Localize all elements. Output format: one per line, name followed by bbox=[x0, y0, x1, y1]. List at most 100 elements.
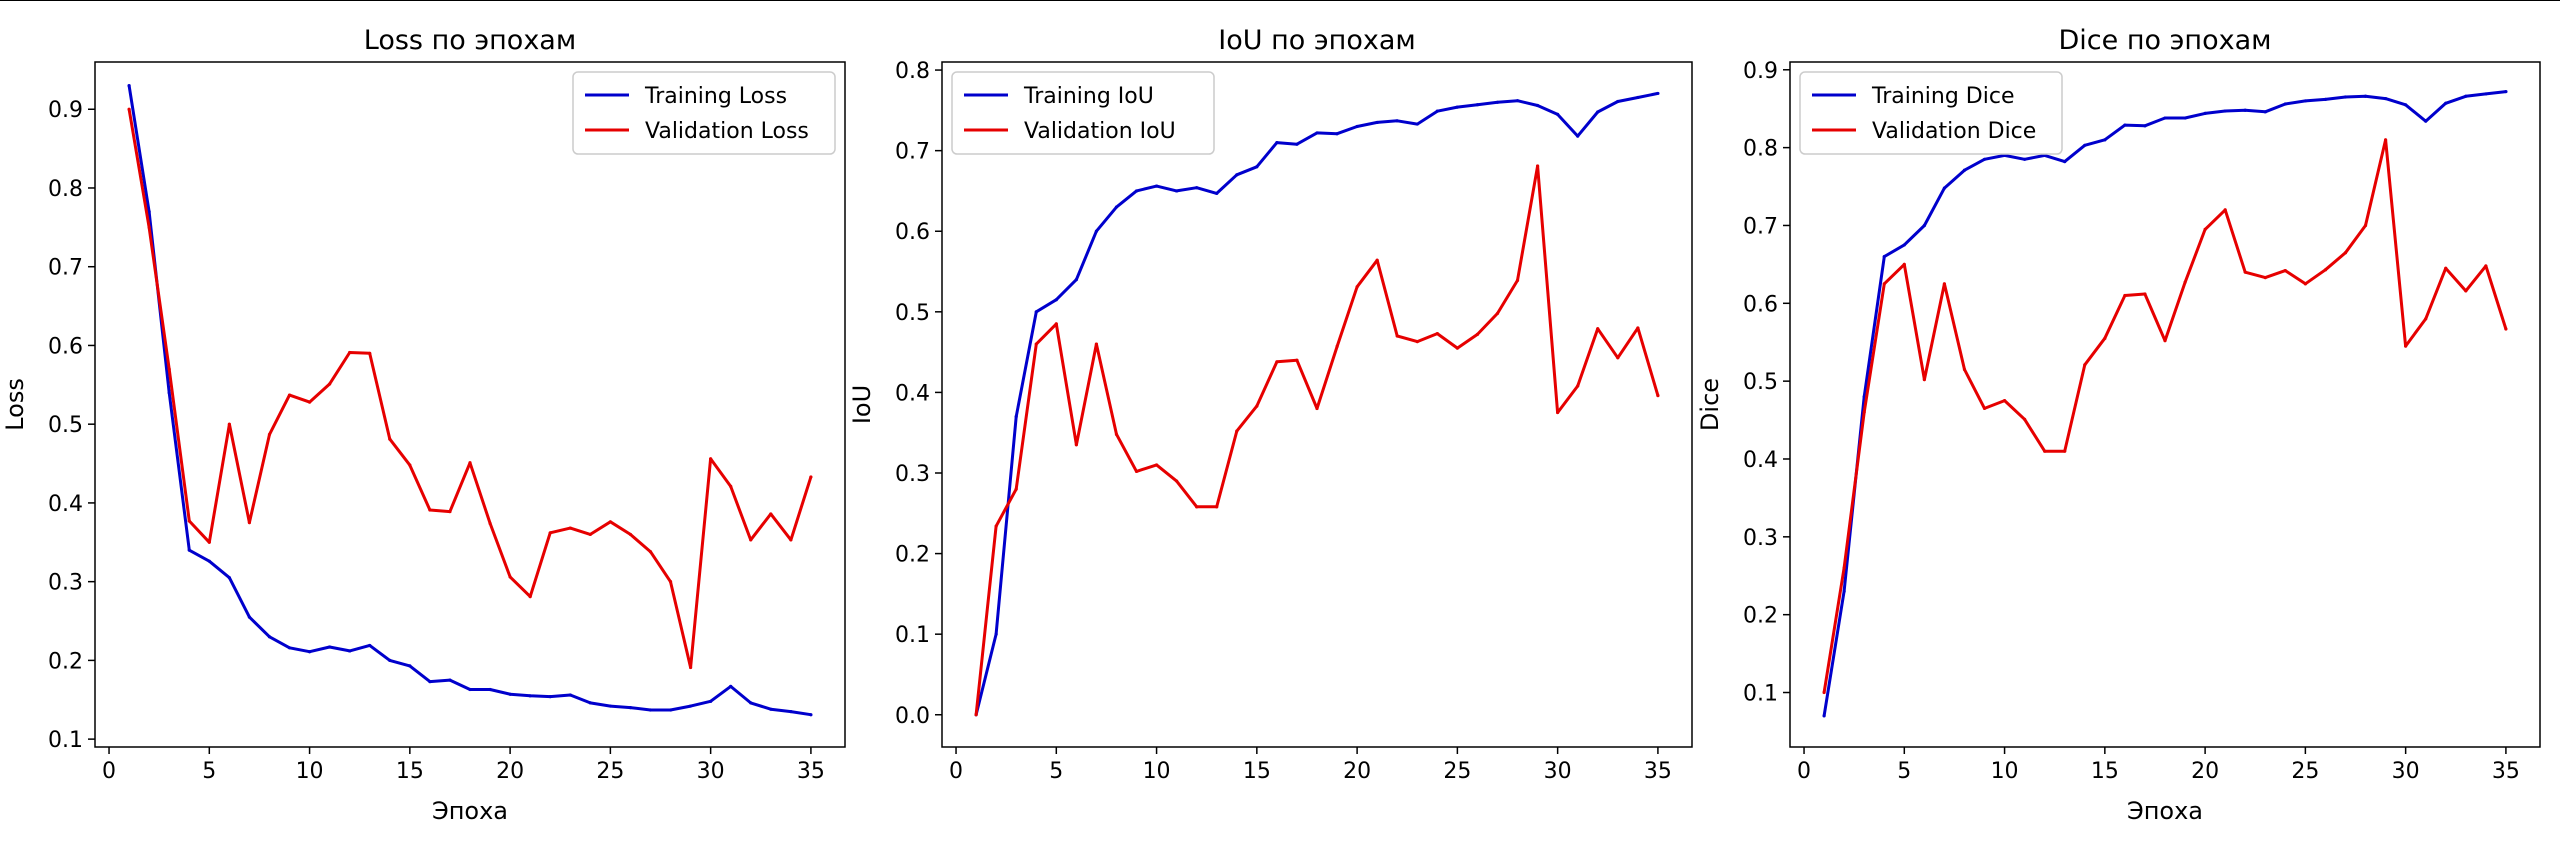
data-point bbox=[2043, 449, 2047, 453]
data-point bbox=[994, 632, 998, 636]
x-tick-label: 25 bbox=[596, 759, 624, 784]
data-point bbox=[668, 708, 673, 712]
x-tick-label: 35 bbox=[2492, 759, 2520, 784]
data-point bbox=[127, 84, 131, 88]
data-point bbox=[628, 706, 633, 710]
y-tick-label: 0.1 bbox=[895, 623, 930, 648]
data-point bbox=[1114, 432, 1119, 436]
data-point bbox=[2464, 94, 2468, 98]
data-point bbox=[448, 509, 452, 514]
legend-entry: Validation Dice bbox=[1872, 119, 2036, 144]
data-point bbox=[2404, 103, 2408, 107]
data-point bbox=[1134, 469, 1139, 473]
legend-entry: Training Loss bbox=[644, 84, 787, 109]
data-point bbox=[994, 524, 998, 528]
data-point bbox=[2143, 124, 2147, 128]
data-point bbox=[668, 580, 673, 584]
data-point bbox=[2123, 293, 2127, 298]
data-point bbox=[1415, 122, 1419, 126]
data-point bbox=[1074, 443, 1078, 447]
plot-frame bbox=[94, 61, 846, 748]
legend-entry: Training Dice bbox=[1871, 84, 2014, 109]
data-point bbox=[2444, 266, 2448, 270]
data-point bbox=[568, 526, 572, 530]
y-tick-label: 0.2 bbox=[48, 649, 83, 674]
data-point bbox=[648, 550, 653, 554]
y-tick-label: 0.0 bbox=[895, 704, 930, 729]
data-point bbox=[287, 646, 292, 650]
data-point bbox=[1195, 505, 1199, 509]
data-point bbox=[548, 695, 552, 699]
data-point bbox=[1074, 277, 1078, 282]
data-point bbox=[1862, 410, 1866, 414]
data-point bbox=[1195, 186, 1199, 190]
data-point bbox=[2123, 123, 2127, 127]
legend-box bbox=[951, 71, 1215, 155]
data-point bbox=[2063, 449, 2067, 453]
x-axis-label: Эпоха bbox=[432, 797, 508, 825]
y-tick-label: 0.2 bbox=[1743, 604, 1778, 629]
legend-entry: Validation Loss bbox=[645, 119, 809, 144]
y-tick-label: 0.4 bbox=[1743, 448, 1778, 473]
data-point bbox=[2484, 92, 2488, 96]
data-point bbox=[448, 678, 452, 682]
data-point bbox=[1295, 358, 1299, 362]
data-point bbox=[428, 508, 432, 512]
data-point bbox=[1515, 99, 1520, 103]
data-point bbox=[1215, 505, 1219, 509]
chart-title: Loss по эпохам bbox=[364, 25, 576, 56]
data-point bbox=[1275, 360, 1279, 364]
data-point bbox=[1982, 157, 1987, 161]
data-point bbox=[2383, 96, 2388, 101]
data-point bbox=[468, 461, 472, 465]
y-tick-label: 0.8 bbox=[895, 59, 930, 84]
data-point bbox=[628, 532, 633, 537]
x-tick-label: 0 bbox=[1797, 759, 1811, 784]
data-point bbox=[348, 350, 352, 355]
data-point bbox=[1822, 690, 1826, 695]
data-point bbox=[2444, 101, 2448, 105]
data-point bbox=[2203, 227, 2207, 231]
data-point bbox=[388, 658, 392, 662]
data-point bbox=[2203, 111, 2207, 115]
y-tick-label: 0.8 bbox=[1743, 137, 1778, 162]
data-point bbox=[1982, 406, 1987, 410]
data-point bbox=[1435, 109, 1439, 113]
data-point bbox=[147, 209, 151, 214]
data-point bbox=[688, 704, 693, 708]
data-point bbox=[588, 701, 592, 705]
x-axis-label: Эпоха bbox=[2127, 797, 2203, 825]
data-point bbox=[1882, 255, 1886, 259]
legend-entry: Training IoU bbox=[1023, 84, 1154, 109]
data-point bbox=[1054, 322, 1058, 326]
data-point bbox=[167, 367, 171, 371]
data-point bbox=[2143, 292, 2147, 296]
data-point bbox=[729, 684, 733, 688]
data-point bbox=[2263, 110, 2267, 114]
x-tick-label: 10 bbox=[1991, 759, 2019, 784]
data-point bbox=[568, 693, 572, 697]
series-line-2 bbox=[974, 164, 1660, 715]
y-tick-label: 0.3 bbox=[48, 571, 83, 596]
data-point bbox=[1375, 258, 1379, 262]
x-tick-label: 10 bbox=[296, 759, 324, 784]
data-point bbox=[1495, 100, 1500, 104]
data-point bbox=[1255, 404, 1259, 408]
x-tick-label: 15 bbox=[2091, 759, 2119, 784]
data-point bbox=[1154, 184, 1159, 188]
data-point bbox=[287, 393, 292, 397]
data-point bbox=[1596, 110, 1600, 114]
y-tick-label: 0.7 bbox=[895, 140, 930, 165]
data-point bbox=[1315, 406, 1319, 411]
data-point bbox=[2243, 108, 2247, 112]
data-point bbox=[187, 548, 191, 552]
data-point bbox=[1355, 124, 1359, 129]
data-point bbox=[608, 704, 612, 708]
data-point bbox=[468, 687, 472, 692]
data-point bbox=[1556, 112, 1560, 116]
data-point bbox=[588, 532, 592, 537]
data-point bbox=[368, 351, 372, 355]
data-point bbox=[1882, 282, 1886, 286]
data-point bbox=[1656, 394, 1660, 398]
